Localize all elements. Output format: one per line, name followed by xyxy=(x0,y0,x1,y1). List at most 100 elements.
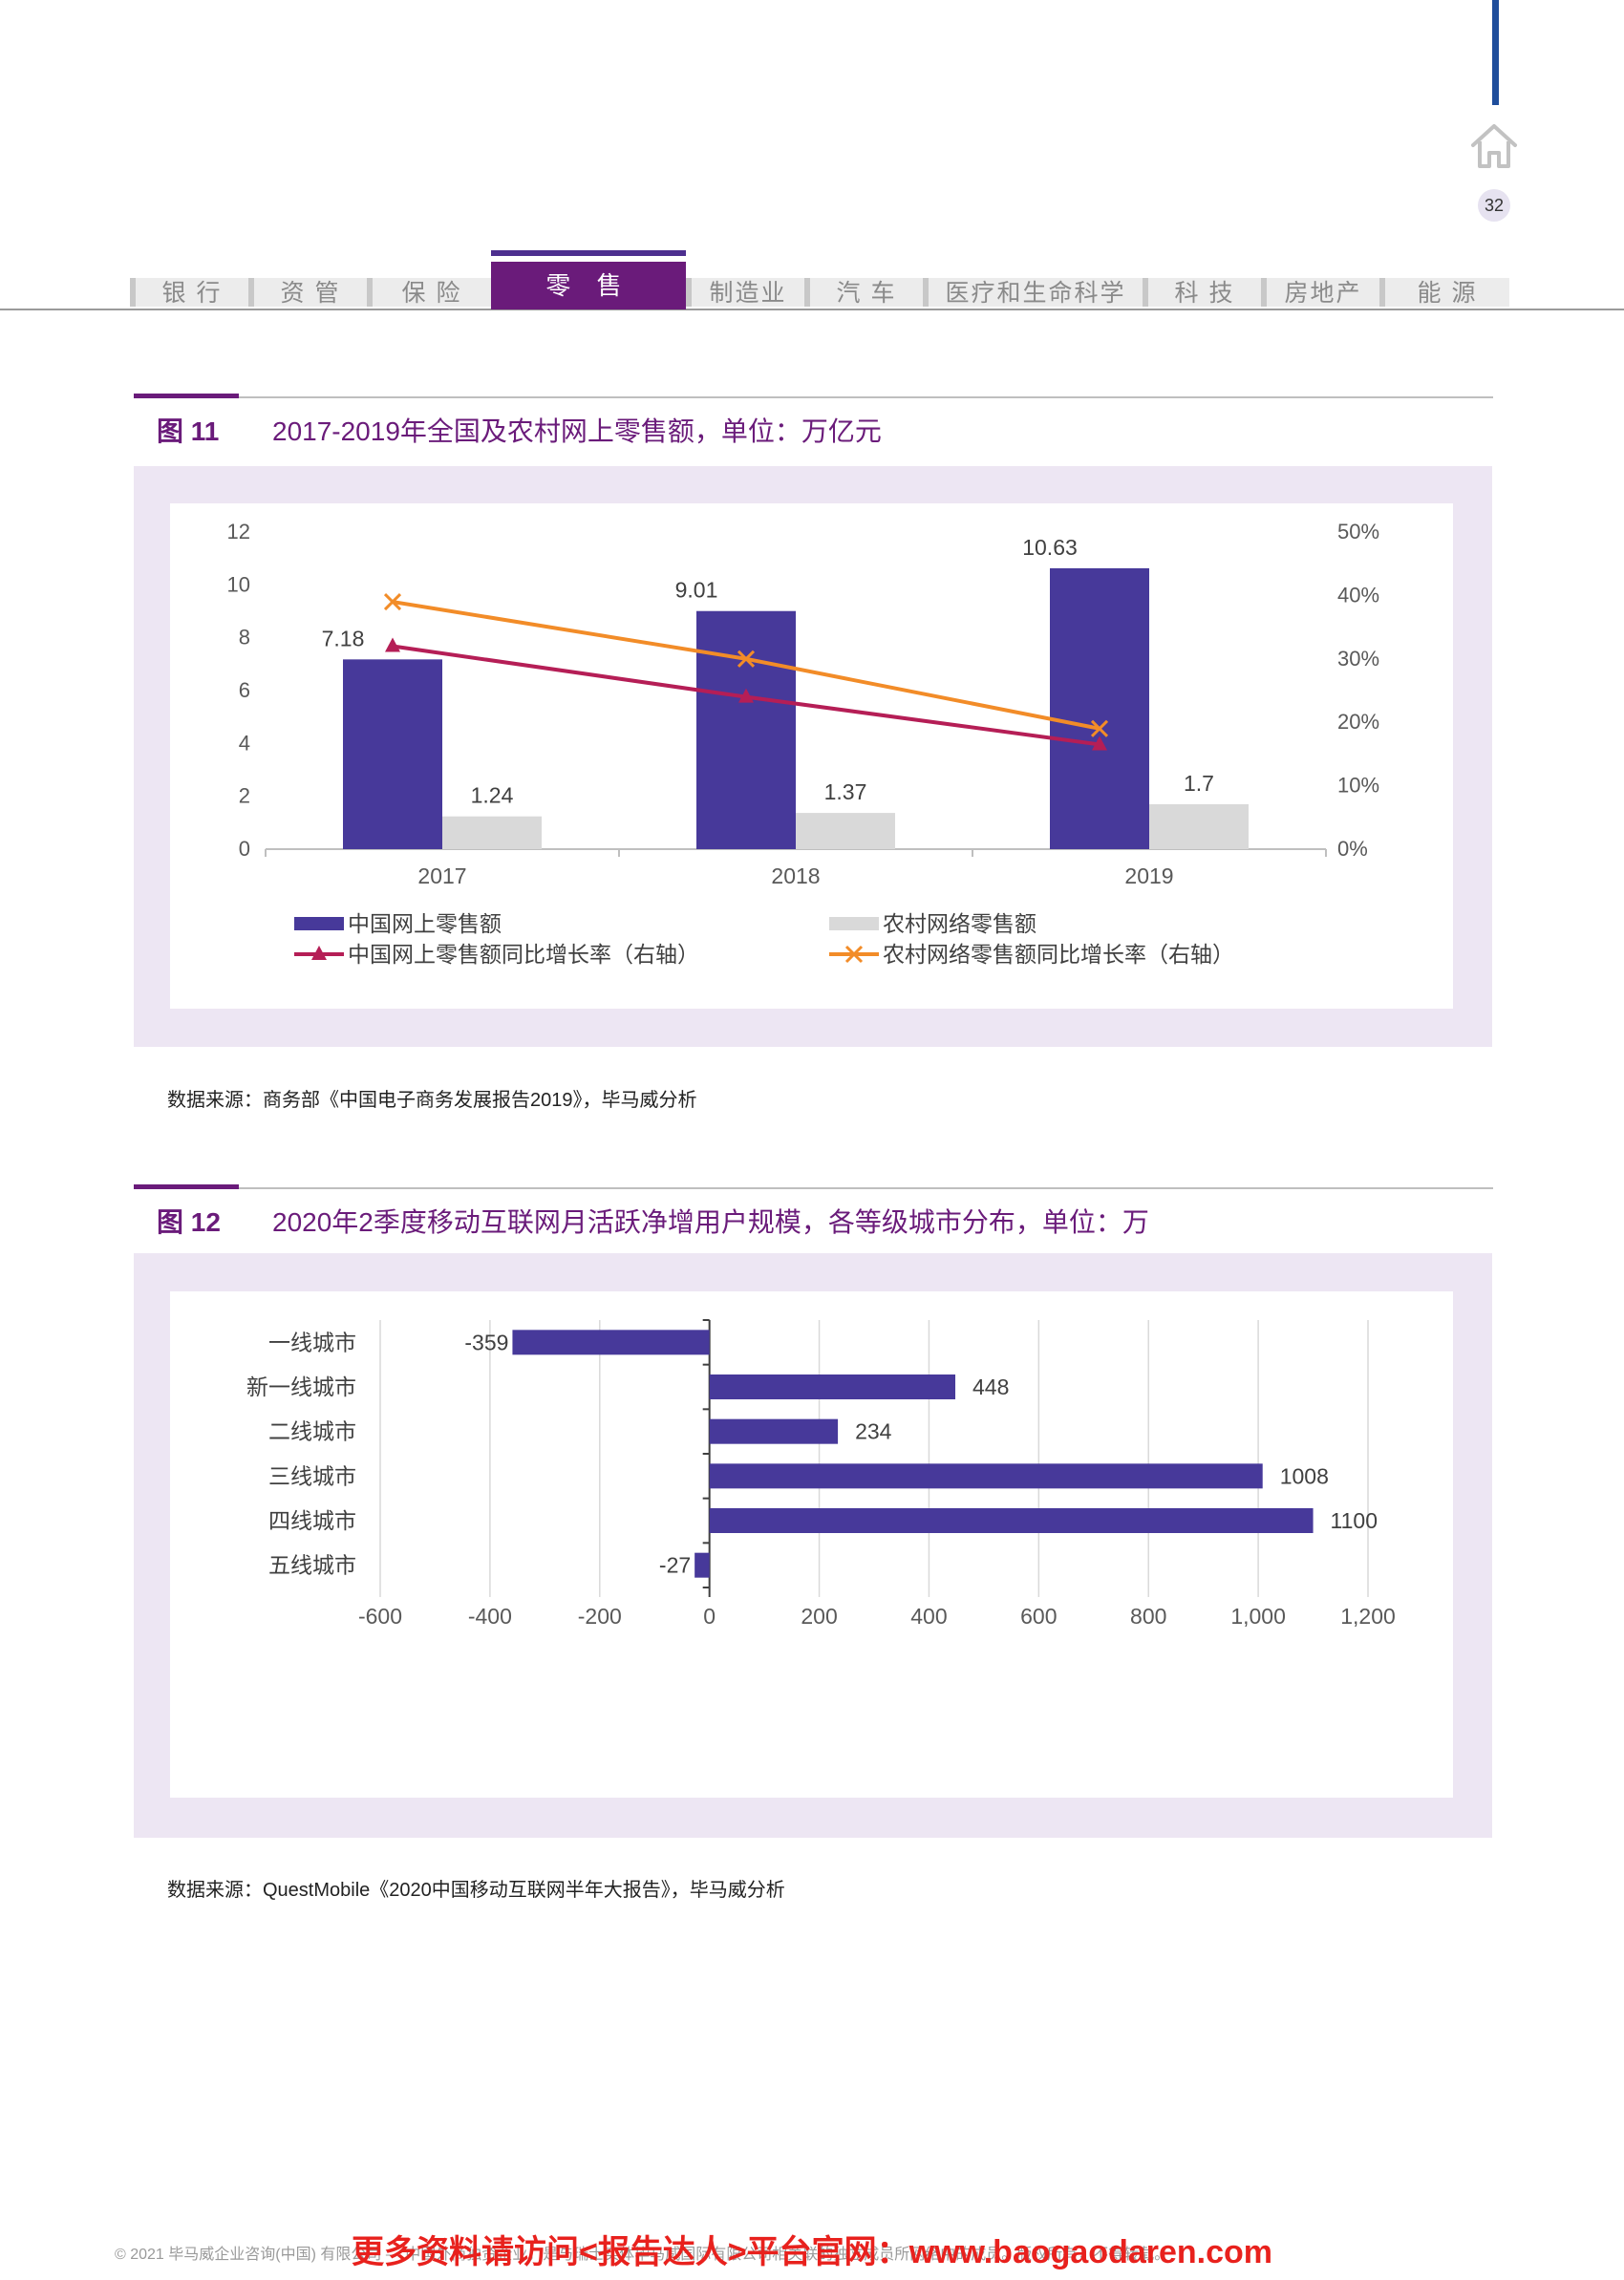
tab-asset-management[interactable]: 资 管 xyxy=(248,278,367,307)
y-axis-category-label: 一线城市 xyxy=(268,1330,356,1354)
tab-real-estate[interactable]: 房地产 xyxy=(1261,278,1379,307)
y-axis-category-label: 三线城市 xyxy=(268,1463,356,1488)
tab-manufacturing[interactable]: 制造业 xyxy=(686,278,804,307)
series-marker-x xyxy=(737,650,756,668)
legend-marker-x xyxy=(844,945,864,964)
x-axis-tick-label: 200 xyxy=(801,1604,837,1629)
figure-12-label: 图 12 xyxy=(157,1207,221,1237)
x-axis-tick-label: 400 xyxy=(910,1604,947,1629)
y-axis-tick-label: 8 xyxy=(239,626,250,650)
promo-banner[interactable]: 更多资料请访问<报告达人>平台官网：www.baogaodaren.com xyxy=(351,2234,1273,2270)
bar-data-label: 1.24 xyxy=(471,783,514,808)
figure-11-source: 数据来源：商务部《中国电子商务发展报告2019》，毕马威分析 xyxy=(167,1090,697,1111)
bar-rural-online-retail xyxy=(442,816,542,849)
bar-rural-online-retail xyxy=(1149,803,1249,849)
figure-12-title: 2020年2季度移动互联网月活跃净增用户规模，各等级城市分布，单位：万 xyxy=(272,1207,1149,1237)
x-axis-tick-label: 2017 xyxy=(417,863,466,888)
y2-axis-tick-label: 30% xyxy=(1337,647,1379,671)
x-axis-tick-label: 800 xyxy=(1130,1604,1166,1629)
bar-city-tier xyxy=(512,1330,710,1355)
y2-axis-tick-label: 50% xyxy=(1337,520,1379,543)
x-axis-tick-label: 600 xyxy=(1020,1604,1057,1629)
y-axis-tick-label: 10 xyxy=(227,572,250,596)
bar-data-label: 7.18 xyxy=(322,626,365,650)
legend-marker-triangle xyxy=(311,946,327,960)
x-axis-tick-label: -400 xyxy=(468,1604,512,1629)
legend-label: 农村网络零售额同比增长率（右轴） xyxy=(883,942,1234,967)
x-axis-tick-label: -600 xyxy=(358,1604,402,1629)
series-marker-triangle xyxy=(1092,735,1107,751)
nav-active-indicator xyxy=(491,250,686,256)
tab-retail[interactable]: 零 售 xyxy=(491,262,686,309)
bar-data-label: 448 xyxy=(972,1374,1009,1399)
bar-china-online-retail xyxy=(696,610,796,849)
figure-11-label: 图 11 xyxy=(157,416,220,446)
bar-china-online-retail xyxy=(1050,567,1149,849)
figure-11-plot-area: 0 2 4 6 8 10 12 0% 10% 20% 30% 40% 50% 2017 2018 2019 7.… xyxy=(170,503,1453,1009)
figure-12-source: 数据来源：QuestMobile《2020中国移动互联网半年大报告》，毕马威分析 xyxy=(167,1880,785,1901)
series-marker-triangle xyxy=(738,688,754,703)
legend-label: 中国网上零售额 xyxy=(348,911,502,936)
bar-rural-online-retail xyxy=(796,813,895,849)
legend-label: 农村网络零售额 xyxy=(883,911,1036,936)
y-axis-tick-label: 4 xyxy=(239,731,250,755)
bar-china-online-retail xyxy=(343,659,442,849)
bar-data-label: 10.63 xyxy=(1022,535,1078,560)
y-axis-tick-label: 2 xyxy=(239,784,250,808)
bar-city-tier xyxy=(694,1552,710,1578)
bar-data-label: -359 xyxy=(464,1330,508,1354)
series-marker-x xyxy=(383,592,402,611)
bar-data-label: 1100 xyxy=(1331,1508,1378,1533)
bar-data-label: 1.7 xyxy=(1184,771,1214,796)
series-marker-triangle xyxy=(385,637,400,652)
y-axis-tick-label: 6 xyxy=(239,678,250,702)
x-axis-tick-label: 2018 xyxy=(771,863,820,888)
y-axis-category-label: 五线城市 xyxy=(268,1553,356,1578)
y-axis-category-label: 四线城市 xyxy=(268,1508,356,1533)
y2-axis-tick-label: 10% xyxy=(1337,774,1379,798)
page-number: 32 xyxy=(1478,189,1510,222)
y-axis-category-label: 新一线城市 xyxy=(246,1374,356,1399)
tab-banking[interactable]: 银 行 xyxy=(130,278,248,307)
figure-12-chart: -600 -400 -200 0 200 400 600 800 1,000 1,200 一线城市 -… xyxy=(246,1319,1396,1629)
figure-12-rule xyxy=(239,1187,1493,1189)
tab-healthcare-life-sciences[interactable]: 医疗和生命科学 xyxy=(923,278,1143,307)
legend-label: 中国网上零售额同比增长率（右轴） xyxy=(348,942,699,967)
bar-city-tier xyxy=(709,1418,839,1444)
y2-axis-tick-label: 0% xyxy=(1337,837,1368,861)
bar-city-tier xyxy=(709,1508,1314,1533)
bar-data-label: -27 xyxy=(659,1553,691,1578)
y2-axis-tick-label: 40% xyxy=(1337,583,1379,607)
bar-data-label: 234 xyxy=(855,1419,892,1444)
figure-11-title: 2017-2019年全国及农村网上零售额，单位：万亿元 xyxy=(272,416,882,446)
bar-city-tier xyxy=(709,1374,956,1399)
figure-12-accent xyxy=(134,1184,239,1189)
y-axis-tick-label: 0 xyxy=(239,837,250,861)
tab-energy[interactable]: 能 源 xyxy=(1379,278,1509,307)
tab-automotive[interactable]: 汽 车 xyxy=(804,278,923,307)
x-axis-tick-label: 1,200 xyxy=(1340,1604,1396,1629)
figure-11-accent xyxy=(134,394,239,398)
x-axis-tick-label: 0 xyxy=(703,1604,716,1629)
tab-insurance[interactable]: 保 险 xyxy=(367,278,491,307)
x-axis-tick-label: 2019 xyxy=(1124,863,1173,888)
x-axis-tick-label: 1,000 xyxy=(1230,1604,1286,1629)
y2-axis-tick-label: 20% xyxy=(1337,710,1379,734)
y-axis-tick-label: 12 xyxy=(227,520,250,543)
x-axis-tick-label: -200 xyxy=(578,1604,622,1629)
y-axis-category-label: 二线城市 xyxy=(268,1419,356,1444)
figure-11-rule xyxy=(239,396,1493,398)
copyright-notice: © 2021 毕马威企业咨询(中国) 有限公司 — 中国外商独资企业，是与瑞士实… xyxy=(115,2247,1170,2263)
figure-12-plot-area: -600 -400 -200 0 200 400 600 800 1,000 1,200 一线城市 -… xyxy=(170,1291,1453,1798)
legend-swatch xyxy=(294,917,344,930)
tab-technology[interactable]: 科 技 xyxy=(1143,278,1261,307)
bar-data-label: 1008 xyxy=(1280,1463,1329,1488)
home-icon[interactable] xyxy=(1467,118,1521,172)
top-accent-bar xyxy=(1492,0,1499,105)
bar-data-label: 1.37 xyxy=(824,779,867,804)
series-marker-x xyxy=(1090,719,1109,737)
bar-data-label: 9.01 xyxy=(675,578,718,603)
bar-city-tier xyxy=(709,1463,1263,1489)
nav-baseline xyxy=(0,309,1624,310)
legend-swatch xyxy=(829,917,879,930)
